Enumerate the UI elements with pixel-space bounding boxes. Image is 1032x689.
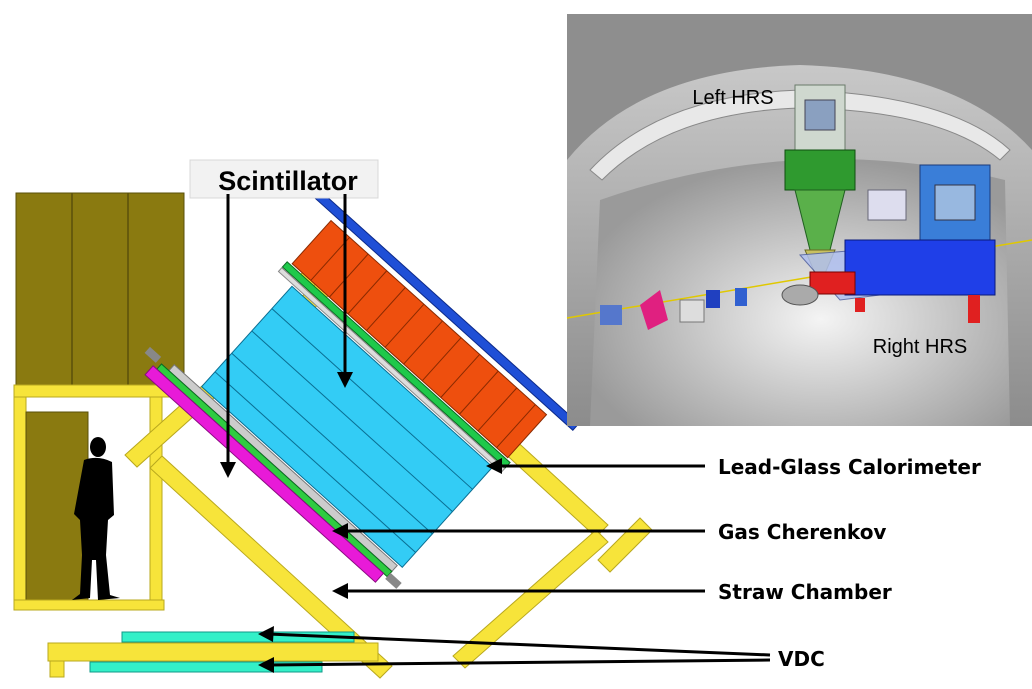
person-silhouette-icon — [72, 437, 120, 600]
scintillator-label-box: Scintillator — [189, 159, 379, 199]
arrowhead-icon — [220, 462, 236, 478]
straw-chamber-label: Straw Chamber — [718, 580, 892, 604]
arrowhead-icon — [332, 523, 348, 539]
detector-stack — [144, 181, 580, 589]
base-platform — [47, 631, 379, 678]
right-hrs — [781, 164, 996, 323]
arrowhead-icon — [486, 458, 502, 474]
lead-glass-label: Lead-Glass Calorimeter — [718, 455, 981, 479]
callout-arrows — [267, 464, 771, 667]
hall-inset: Left HRS Right HRS — [566, 14, 1032, 426]
scintillator-label: Scintillator — [218, 166, 358, 196]
arrowhead-icon — [337, 372, 353, 388]
arrowhead-icon — [258, 626, 274, 642]
left-hrs-label: Left HRS — [692, 87, 773, 109]
scintillator-arrows — [226, 194, 347, 468]
vdc-label: VDC — [778, 647, 825, 671]
beamline-components — [600, 189, 907, 330]
detector-hut — [13, 192, 187, 611]
right-hrs-label: Right HRS — [873, 336, 967, 358]
lead-glass-calorimeter — [291, 219, 548, 459]
arrowhead-icon — [332, 583, 348, 599]
gas-cherenkov-label: Gas Cherenkov — [718, 520, 886, 544]
arrowhead-icon — [258, 657, 274, 673]
gas-cherenkov — [200, 285, 494, 569]
